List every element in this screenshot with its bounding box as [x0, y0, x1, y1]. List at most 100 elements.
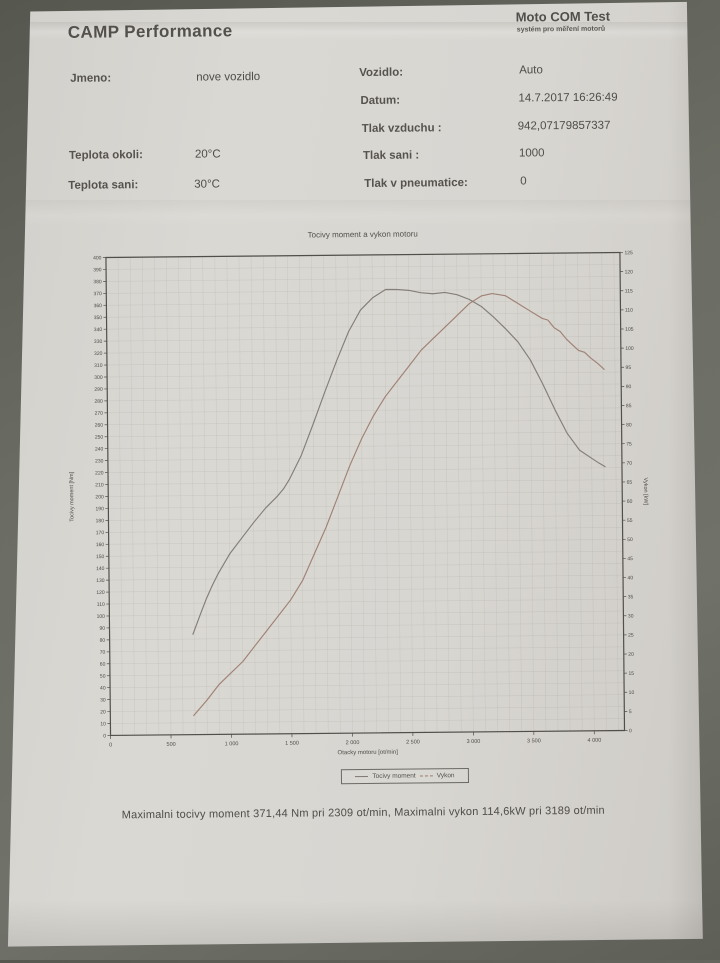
y-left-tick-label: 120	[96, 590, 105, 596]
y-left-tick-label: 270	[95, 411, 104, 417]
x-axis-title: Otacky motoru [ot/min]	[338, 750, 399, 757]
field-value-datum: 14.7.2017 16:26:49	[518, 92, 617, 105]
field-label-tlak-vzduchu: Tlak vzduchu :	[362, 122, 442, 135]
field-value-teplota-okoli: 20°C	[195, 148, 221, 160]
y-right-tick-label: 20	[628, 652, 634, 658]
field-value-tlak-pneu: 0	[520, 175, 527, 187]
y-left-tick-label: 100	[97, 614, 106, 620]
field-label-datum: Datum:	[360, 95, 400, 107]
y-right-tick-label: 70	[626, 461, 632, 467]
x-tick-label: 2 500	[406, 739, 420, 745]
y-left-tick-label: 330	[94, 339, 103, 345]
y-right-tick-label: 25	[628, 633, 634, 639]
y-left-tick-label: 390	[93, 267, 102, 273]
y-left-tick-label: 240	[95, 447, 104, 453]
y-left-tick-label: 50	[100, 674, 106, 680]
y-right-axis-title: Vykon [kW]	[642, 477, 648, 505]
y-left-tick-label: 280	[94, 399, 103, 405]
y-right-tick-label: 120	[625, 269, 634, 275]
y-right-tick-label: 65	[627, 480, 633, 486]
y-left-tick-label: 200	[95, 494, 104, 500]
y-left-tick-label: 260	[95, 423, 104, 429]
y-right-tick-label: 105	[625, 327, 634, 333]
y-left-tick-label: 80	[100, 638, 106, 644]
y-right-tick-label: 80	[626, 422, 632, 428]
brand-subtitle: systém pro měření motorů	[517, 26, 605, 34]
y-left-tick-label: 290	[94, 387, 103, 393]
y-left-tick-label: 180	[96, 518, 105, 524]
x-tick-label: 1 500	[285, 741, 299, 747]
y-left-tick-label: 350	[94, 315, 103, 321]
y-left-tick-label: 400	[93, 255, 102, 261]
y-right-tick-label: 0	[629, 728, 632, 734]
power-legend-line	[420, 775, 433, 776]
y-right-tick-label: 50	[627, 537, 633, 543]
torque-legend-label: Tocivy moment	[372, 773, 415, 780]
y-left-tick-label: 10	[100, 721, 106, 727]
y-left-tick-label: 310	[94, 363, 103, 369]
y-left-tick-label: 170	[96, 530, 105, 536]
y-left-tick-label: 160	[96, 542, 105, 548]
field-value-jmeno: nove vozidlo	[196, 71, 260, 84]
y-right-tick-label: 30	[628, 614, 634, 620]
field-label-teplota-okoli: Teplota okoli:	[69, 149, 143, 162]
grid-lines	[106, 253, 625, 736]
field-label-teplota-sani: Teplota sani:	[68, 179, 138, 192]
y-left-tick-label: 90	[99, 626, 105, 632]
y-right-tick-label: 75	[626, 441, 632, 447]
x-tick-label: 2 000	[346, 740, 360, 746]
y-left-axis-title: Tocivy moment [Nm]	[69, 471, 75, 521]
y-left-tick-label: 150	[96, 554, 105, 560]
y-right-tick-label: 125	[624, 250, 633, 256]
field-value-tlak-vzduchu: 942,07179857337	[518, 120, 611, 133]
y-right-tick-label: 85	[626, 403, 632, 409]
power-legend-label: Vykon	[437, 772, 455, 779]
y-right-tick-label: 95	[626, 365, 632, 371]
brand-title: Moto COM Test	[516, 9, 610, 25]
x-tick-label: 500	[166, 742, 175, 748]
field-label-tlak-sani: Tlak sani :	[363, 149, 419, 162]
field-label-vozidlo: Vozidlo:	[359, 67, 403, 79]
y-left-tick-label: 380	[93, 279, 102, 285]
y-left-tick-label: 210	[95, 482, 104, 488]
field-value-teplota-sani: 30°C	[194, 178, 220, 190]
y-left-tick-label: 320	[94, 351, 103, 357]
field-value-tlak-sani: 1000	[519, 147, 545, 159]
field-label-jmeno: Jmeno:	[70, 72, 111, 84]
y-left-tick-label: 360	[94, 303, 103, 309]
field-label-tlak-pneu: Tlak v pneumatice:	[364, 177, 468, 190]
y-left-tick-label: 250	[95, 435, 104, 441]
torque-legend-line	[355, 776, 368, 777]
y-right-tick-label: 40	[628, 575, 634, 581]
y-left-tick-label: 370	[93, 291, 102, 297]
y-left-tick-label: 340	[94, 327, 103, 333]
x-tick-label: 4 000	[587, 738, 601, 744]
y-right-tick-label: 60	[627, 499, 633, 505]
y-left-tick-label: 30	[100, 697, 106, 703]
y-right-tick-label: 110	[625, 308, 633, 314]
y-right-tick-label: 35	[628, 594, 634, 600]
y-right-tick-label: 55	[627, 518, 633, 524]
y-left-tick-label: 40	[100, 685, 106, 691]
y-left-tick-label: 300	[94, 375, 103, 381]
y-left-tick-label: 110	[97, 602, 105, 608]
y-left-tick-label: 0	[103, 733, 106, 739]
y-right-tick-label: 15	[628, 671, 634, 677]
y-left-tick-label: 140	[96, 566, 105, 572]
x-tick-label: 0	[109, 742, 112, 748]
y-left-tick-label: 190	[95, 506, 104, 512]
summary-text: Maximalni tocivy moment 371,44 Nm pri 23…	[3, 804, 720, 823]
y-right-tick-label: 5	[629, 709, 632, 715]
x-tick-label: 3 000	[467, 739, 481, 745]
x-tick-label: 3 500	[527, 738, 541, 744]
field-value-vozidlo: Auto	[519, 64, 543, 76]
y-right-tick-label: 10	[629, 690, 635, 696]
y-left-tick-label: 130	[96, 578, 105, 584]
y-left-tick-label: 220	[95, 470, 104, 476]
chart-title: Tocivy moment a vykon motoru	[163, 228, 563, 241]
page-title: CAMP Performance	[68, 21, 233, 43]
y-left-tick-label: 20	[100, 709, 106, 715]
y-right-tick-label: 115	[625, 288, 633, 294]
